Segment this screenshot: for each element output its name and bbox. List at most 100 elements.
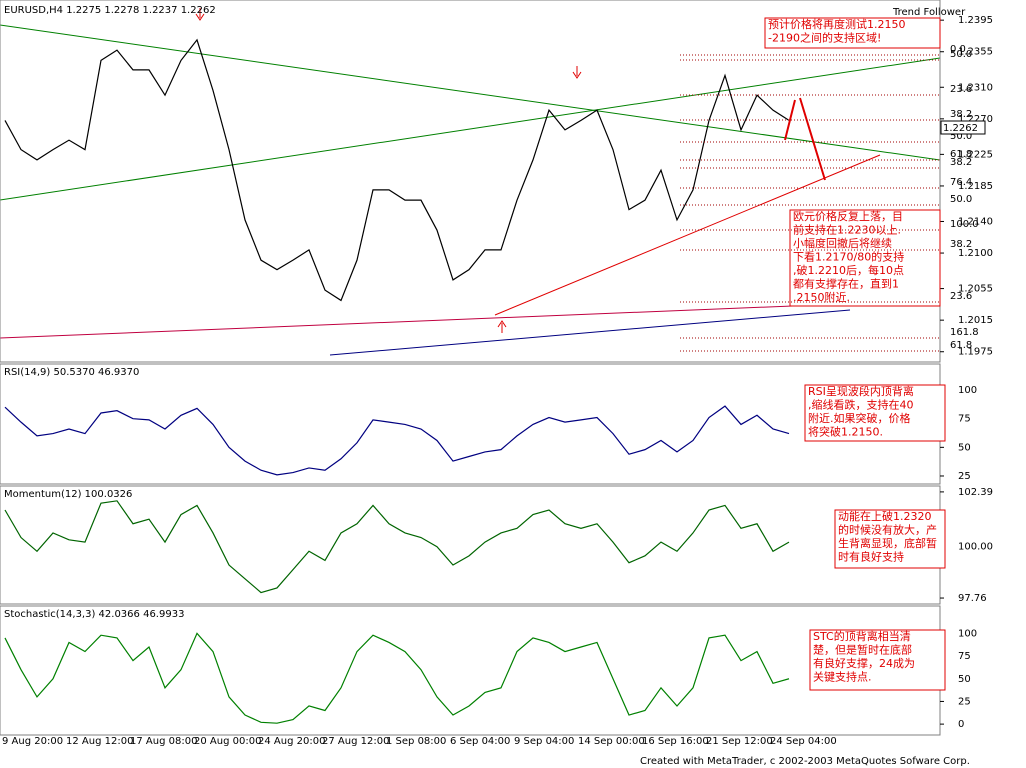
fib-label: 23.6	[950, 291, 972, 302]
annotation-text: 生背离显现，底部暂	[838, 536, 937, 550]
annotation-box	[789, 209, 941, 307]
y-tick-label: 75	[958, 414, 971, 425]
trend-line	[329, 309, 851, 356]
y-tick-label: 1.2100	[958, 248, 993, 259]
series-line	[4, 38, 790, 302]
indicator-name: Trend Follower	[892, 7, 966, 18]
fib-label: 100.0	[950, 219, 979, 230]
y-tick-label: 1.1975	[958, 347, 993, 358]
annotation-box	[804, 384, 946, 442]
y-tick-label: 1.2015	[958, 315, 993, 326]
y-tick-label: 1.2055	[958, 284, 993, 295]
fib-label: 76.4	[950, 177, 972, 188]
annotation-text: 预计价格将再度测试1.2150	[768, 17, 906, 31]
y-tick-label: 75	[958, 651, 971, 662]
annotation-text: ,破1.2210后，每10点	[793, 263, 904, 277]
annotation-text: 下看1.2170/80的支持	[793, 250, 904, 264]
annotation-text: 都有支撑存在，直到1	[793, 277, 899, 291]
x-tick-label: 27 Aug 12:00	[322, 736, 389, 747]
annotation-text: 楚，但是暂时在底部	[813, 643, 912, 657]
y-tick-label: 50	[958, 674, 971, 685]
y-tick-label: 50	[958, 442, 971, 453]
fib-label: 61.8	[950, 149, 972, 160]
x-tick-label: 12 Aug 12:00	[66, 736, 133, 747]
x-tick-label: 9 Aug 20:00	[2, 736, 63, 747]
y-tick-label: 1.2185	[958, 181, 993, 192]
annotation-text: 欧元价格反复上落，目	[793, 209, 903, 223]
panel-title: RSI(14,9) 50.5370 46.9370	[4, 367, 139, 378]
annotation-text: .2150附近.	[793, 290, 850, 304]
y-tick-label: 1.2270	[958, 114, 993, 125]
footer: Created with MetaTrader, c 2002-2003 Met…	[640, 756, 970, 767]
panel-title: Momentum(12) 100.0326	[4, 489, 132, 500]
arrow	[195, 8, 205, 21]
fib-label: 38.2	[950, 109, 972, 120]
annotation-text: 关键支持点.	[813, 670, 872, 684]
annotation-text: STC的顶背离相当清	[813, 629, 911, 643]
annotation-text: RSI呈现波段内顶背离	[808, 384, 914, 398]
y-tick-label: 100.00	[958, 542, 993, 553]
annotation-text: 的时候没有放大，产	[838, 523, 937, 537]
annotation-box	[764, 17, 941, 49]
y-tick-label: 1.2395	[958, 15, 993, 26]
x-tick-label: 24 Sep 04:00	[770, 736, 837, 747]
annotation-box	[834, 509, 946, 569]
trend-line	[0, 299, 941, 339]
trend-line	[494, 154, 881, 316]
fib-label: 0.0	[950, 44, 966, 55]
annotation-text: 小幅度回撤后将继续	[793, 236, 892, 250]
x-tick-label: 9 Sep 04:00	[514, 736, 574, 747]
y-tick-label: 25	[958, 696, 971, 707]
fib-label: 50.0	[950, 131, 972, 142]
fib-label: 50.0	[950, 194, 972, 205]
annotation-text: 前支持在1.2230以上.	[793, 223, 901, 237]
y-tick-label: 1.2355	[958, 47, 993, 58]
annotation-text: 附近.如果突破，价格	[808, 411, 911, 425]
arrow	[572, 66, 582, 79]
y-tick-label: 100	[958, 628, 977, 639]
annotation-text: 有良好支撑，24成为	[813, 656, 915, 670]
annotation-text: -2190之间的支持区域!	[768, 31, 881, 45]
arrow	[497, 320, 507, 333]
y-tick-label: 25	[958, 471, 971, 482]
forecast-arrow	[784, 97, 826, 181]
x-tick-label: 24 Aug 20:00	[258, 736, 325, 747]
annotation-box	[809, 629, 946, 691]
x-tick-label: 20 Aug 00:00	[194, 736, 261, 747]
trend-lines	[0, 8, 941, 356]
fib-label: 61.8	[950, 340, 972, 351]
chart-title: EURUSD,H4 1.2275 1.2278 1.2237 1.2262	[4, 5, 216, 16]
series-line	[4, 405, 790, 476]
fib-label: 38.2	[950, 239, 972, 250]
annotation-text: 时有良好支持	[838, 550, 904, 564]
y-tick-label: 97.76	[958, 593, 987, 604]
y-tick-label: 1.2140	[958, 216, 993, 227]
fib-label: 23.6	[950, 84, 972, 95]
trend-line	[0, 57, 941, 201]
x-tick-label: 6 Sep 04:00	[450, 736, 510, 747]
fib-label: 50.0	[950, 49, 972, 60]
last-price: 1.2262	[943, 123, 978, 134]
trend-line	[0, 24, 941, 161]
series-line	[4, 632, 790, 724]
series-line	[4, 500, 790, 594]
y-tick-label: 102.39	[958, 487, 993, 498]
x-tick-label: 14 Sep 00:00	[578, 736, 645, 747]
fib-label: 38.2	[950, 157, 972, 168]
y-tick-label: 0	[958, 719, 964, 730]
y-tick-label: 1.2310	[958, 82, 993, 93]
x-tick-label: 17 Aug 08:00	[130, 736, 197, 747]
fib-label: 161.8	[950, 327, 979, 338]
y-tick-label: 1.2225	[958, 149, 993, 160]
panel-frame	[0, 0, 941, 363]
price-box	[940, 120, 986, 135]
x-tick-label: 16 Sep 16:00	[642, 736, 709, 747]
y-tick-label: 100	[958, 385, 977, 396]
annotation-text: 将突破1.2150.	[808, 425, 883, 439]
annotation-text: ,缩线看跌，支持在40	[808, 398, 914, 412]
x-tick-label: 1 Sep 08:00	[386, 736, 446, 747]
annotation-text: 动能在上破1.2320	[838, 509, 932, 523]
panel-title: Stochastic(14,3,3) 42.0366 46.9933	[4, 609, 184, 620]
x-tick-label: 21 Sep 12:00	[706, 736, 773, 747]
